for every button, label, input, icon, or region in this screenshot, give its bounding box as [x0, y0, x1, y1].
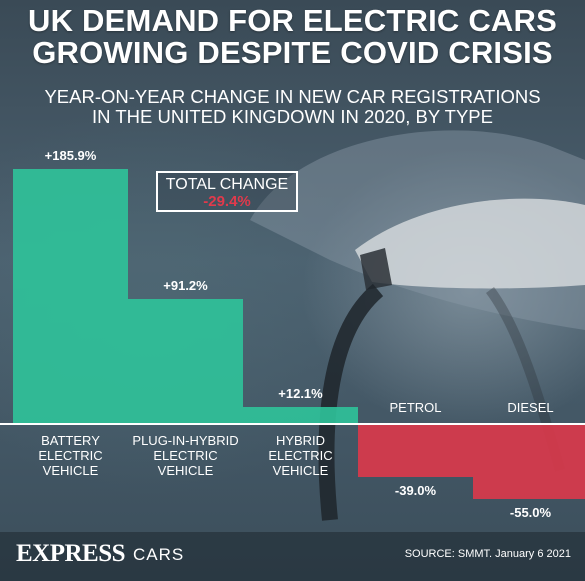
chart-subtitle-line1: YEAR-ON-YEAR CHANGE IN NEW CAR REGISTRAT…: [44, 86, 541, 107]
category-label-2: PLUG-IN-HYBRID ELECTRIC VEHICLE: [126, 433, 246, 478]
express-logo: EXPRESS: [16, 540, 126, 567]
category-label-4: PETROL: [356, 400, 476, 415]
bar-4: [358, 424, 473, 478]
section-label: CARS: [133, 545, 185, 564]
category-label-3-line2: ELECTRIC: [268, 448, 333, 463]
value-label-3: +12.1%: [278, 386, 323, 402]
footer-bar: [0, 532, 585, 581]
bar-3: [243, 407, 358, 424]
category-label-4-line1: PETROL: [389, 400, 442, 415]
zero-baseline: [0, 423, 585, 425]
category-label-3-line1: HYBRID: [275, 433, 326, 448]
total-change-label: TOTAL CHANGE: [165, 176, 289, 193]
category-label-2-line1: PLUG-IN-HYBRID: [132, 433, 239, 448]
bar-1: [13, 169, 128, 424]
bar-2: [128, 298, 243, 424]
category-label-2-line3: VEHICLE: [157, 463, 214, 478]
source-note: SOURCE: SMMT. January 6 2021: [404, 548, 571, 560]
category-label-2-line2: ELECTRIC: [153, 448, 218, 463]
bar-5: [473, 424, 585, 500]
total-change-box: TOTAL CHANGE -29.4%: [156, 171, 298, 212]
category-label-3-line3: VEHICLE: [272, 463, 329, 478]
category-label-5-line1: DIESEL: [507, 400, 554, 415]
category-label-1-line1: BATTERY: [41, 433, 100, 448]
category-label-1: BATTERY ELECTRIC VEHICLE: [11, 433, 131, 478]
category-label-1-line3: VEHICLE: [42, 463, 99, 478]
value-label-4: -39.0%: [394, 483, 437, 499]
value-label-5: -55.0%: [509, 505, 552, 521]
total-change-value: -29.4%: [203, 193, 251, 210]
chart-title-line2: GROWING DESPITE COVID CRISIS: [32, 35, 553, 70]
category-label-3: HYBRID ELECTRIC VEHICLE: [241, 433, 361, 478]
value-label-1: +185.9%: [44, 148, 97, 163]
value-label-2: +91.2%: [163, 277, 208, 293]
chart-subtitle-line2: IN THE UNITED KINGDOWN IN 2020, BY TYPE: [92, 106, 493, 127]
category-label-5: DIESEL: [471, 400, 585, 415]
chart-title-line1: UK DEMAND FOR ELECTRIC CARS: [28, 3, 557, 38]
category-label-1-line2: ELECTRIC: [38, 448, 103, 463]
